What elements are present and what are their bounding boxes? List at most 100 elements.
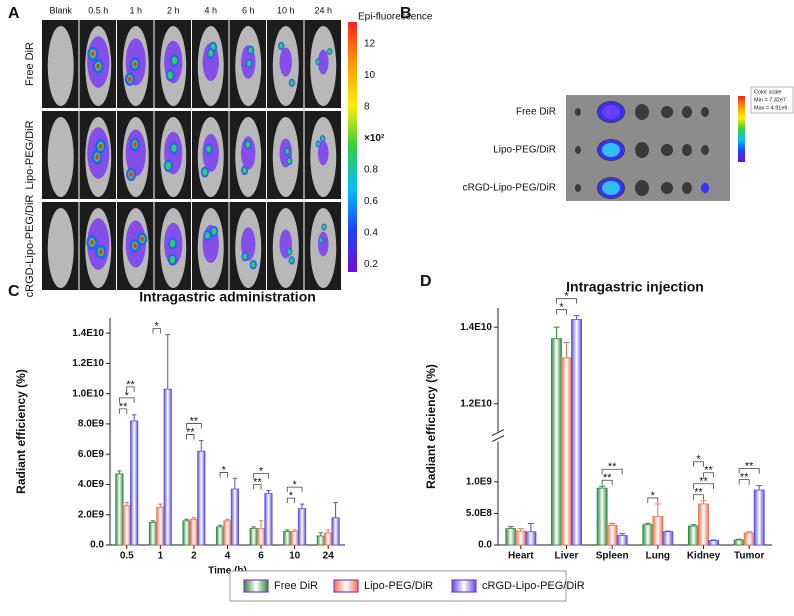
bar: [130, 420, 139, 546]
signal: [167, 71, 173, 80]
signal: [248, 47, 253, 54]
significance-label: *: [125, 390, 130, 402]
error-bar: [333, 502, 338, 518]
legend-swatch: [333, 579, 359, 593]
error-bar: [619, 533, 626, 536]
y-tick-label: 5.0E8: [466, 508, 493, 519]
significance-label: **: [699, 476, 708, 488]
error-bar: [266, 490, 271, 494]
significance-bracket: [556, 309, 567, 315]
significance-bracket: [601, 468, 623, 475]
y-tick-label: 6.0E9: [78, 449, 105, 460]
error-bar: [609, 523, 616, 526]
bar: [733, 539, 745, 546]
bar: [283, 530, 292, 546]
x-tick-label: Spleen: [596, 551, 629, 562]
time-label: 1 h: [129, 5, 142, 15]
time-label: 24 h: [314, 5, 332, 15]
row-label: Free DiR: [24, 42, 36, 86]
bar: [256, 527, 266, 546]
organ: [682, 182, 692, 194]
signal: [133, 61, 137, 67]
error-bar: [507, 526, 514, 529]
colorbar-text: Min = 7.32e7: [754, 97, 786, 103]
y-tick-label: 4.0E9: [78, 479, 105, 490]
significance-label: *: [651, 490, 656, 502]
bar: [743, 532, 755, 546]
significance-label: *: [259, 465, 264, 477]
significance-bracket: [556, 298, 577, 304]
bar: [708, 540, 719, 546]
signal: [171, 144, 177, 153]
significance-label: **: [694, 487, 703, 499]
bar: [122, 505, 131, 546]
legend-box: [229, 570, 567, 602]
organ: [682, 144, 692, 156]
y-tick-label: 1.2E10: [72, 358, 104, 369]
signal: [211, 227, 217, 235]
significance-label: *: [222, 464, 227, 476]
organ: [635, 142, 649, 158]
significance-bracket: [693, 494, 704, 500]
significance-bracket: [738, 479, 750, 485]
signal: [208, 50, 214, 57]
y-tick-label: 0.0: [90, 540, 104, 551]
signal: [96, 63, 100, 69]
bar: [551, 338, 562, 546]
bar: [561, 357, 572, 546]
error-bar: [325, 529, 331, 533]
bar: [115, 473, 124, 546]
x-tick-label: Tumor: [734, 551, 764, 562]
colorbar-tick-label: 12: [364, 39, 376, 50]
time-label: 4 h: [204, 5, 217, 15]
error-bar: [258, 520, 264, 529]
mouse-body: [47, 208, 74, 288]
x-tick-label: Heart: [508, 551, 534, 562]
error-bar: [184, 518, 189, 521]
signal: [317, 231, 329, 257]
bar: [571, 319, 582, 546]
error-bar: [756, 485, 763, 491]
significance-label: *: [696, 454, 701, 466]
colorbar-tick-label: 0.6: [364, 196, 378, 207]
significance-label: **: [126, 379, 135, 391]
panel-label: D: [420, 273, 432, 290]
bar: [698, 503, 709, 546]
bar: [662, 531, 674, 546]
signal: [169, 255, 176, 264]
error-bar: [158, 503, 163, 508]
error-bar: [599, 485, 606, 489]
organ: [661, 106, 673, 118]
error-bar: [654, 503, 661, 517]
organ: [575, 184, 581, 192]
signal: [165, 162, 172, 170]
error-bar: [690, 524, 697, 527]
bar: [148, 521, 158, 546]
y-tick-label: 1.0E9: [466, 476, 493, 487]
signal: [316, 141, 320, 147]
significance-label: **: [119, 401, 128, 413]
error-bar: [517, 528, 524, 532]
legend-label: Free DiR: [274, 580, 318, 592]
error-bar: [117, 470, 122, 474]
significance-bracket: [126, 386, 135, 392]
error-bar: [191, 517, 197, 520]
signal: [98, 143, 103, 149]
significance-bracket: [152, 328, 161, 334]
signal: [98, 249, 103, 255]
organ: [701, 107, 709, 117]
organ: [661, 144, 673, 156]
mouse-body: [47, 117, 74, 197]
error-bar: [563, 341, 570, 358]
x-tick-label: 24: [323, 551, 335, 562]
error-bar: [644, 523, 651, 525]
axis-break: [491, 435, 505, 443]
signal: [90, 239, 94, 245]
significance-bracket: [119, 397, 135, 403]
bar: [230, 488, 239, 546]
signal: [279, 43, 284, 49]
legend-label: cRGD-Lipo-PEG/DiR: [482, 580, 585, 592]
y-axis-title: Radiant efficiency (%): [14, 369, 28, 494]
significance-label: **: [253, 476, 262, 488]
bar: [525, 531, 537, 546]
